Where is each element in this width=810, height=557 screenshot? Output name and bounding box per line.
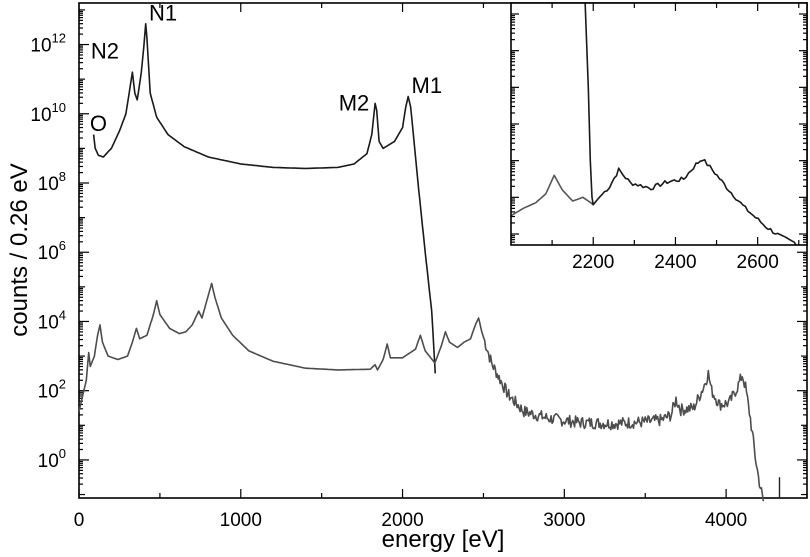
- y-tick-label: 108: [38, 169, 66, 195]
- upper-spectrum-line: [92, 23, 436, 374]
- x-tick-label: 1000: [220, 510, 262, 531]
- inset-x-tick-label: 2600: [737, 252, 779, 273]
- x-tick-label: 3000: [543, 510, 585, 531]
- y-tick-label: 100: [38, 446, 66, 472]
- y-tick-label: 102: [38, 377, 66, 403]
- x-tick-label: 4000: [705, 510, 747, 531]
- peak-label: N2: [91, 38, 119, 63]
- main-plot-frame: [78, 2, 808, 499]
- main-annotations: O N2 N1 M2 M1: [90, 0, 442, 136]
- lower-spectrum-line: [78, 282, 765, 502]
- y-tick-label: 1012: [30, 31, 66, 57]
- y-tick-label: 1010: [30, 100, 66, 126]
- x-axis-label: energy [eV]: [382, 526, 505, 553]
- y-tick-label: 104: [38, 307, 66, 333]
- x-tick-label: 2000: [381, 510, 423, 531]
- peak-label: M1: [412, 73, 443, 98]
- peak-label: N1: [149, 0, 177, 25]
- peak-label: M2: [339, 90, 370, 115]
- inset-background: [511, 3, 807, 245]
- inset-plot: 2200 2400 2600: [510, 2, 808, 273]
- x-tick-label: 0: [74, 510, 85, 531]
- inset-frame: [510, 2, 808, 246]
- inset-faded-line: [511, 174, 594, 217]
- peak-label: O: [90, 111, 107, 136]
- inset-main-line: [584, 3, 799, 245]
- inset-x-tick-label: 2400: [654, 252, 696, 273]
- main-series: [78, 23, 781, 502]
- y-axis-label: counts / 0.26 eV: [6, 163, 33, 336]
- inset-series: [511, 3, 799, 245]
- inset-x-tick-label: 2200: [572, 252, 614, 273]
- y-tick-label: 106: [38, 238, 66, 264]
